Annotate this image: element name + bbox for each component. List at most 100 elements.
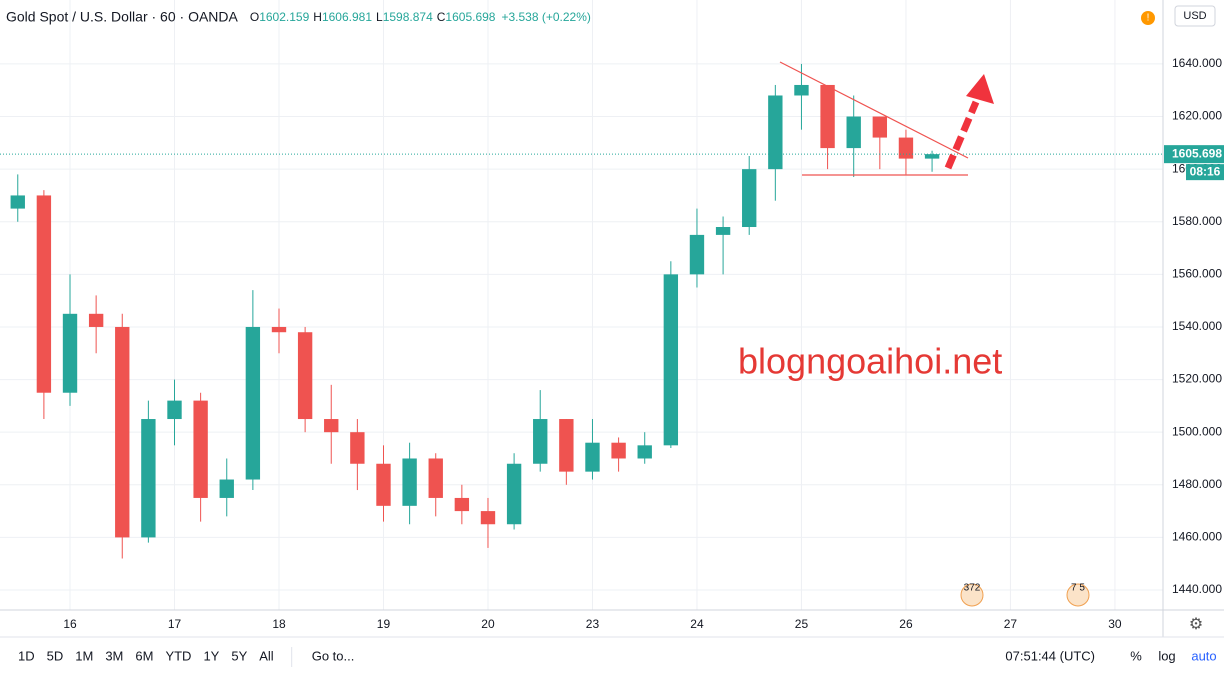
range-button[interactable]: 6M xyxy=(135,648,153,663)
candle-body xyxy=(846,116,861,149)
ohlc-key: H xyxy=(313,10,322,24)
alert-mark: ! xyxy=(1147,13,1150,24)
watermark: blogngoaihoi.net xyxy=(738,341,1002,382)
candle-body xyxy=(663,274,679,446)
y-tick-label: 1560.000 xyxy=(1172,267,1222,281)
arrow-head xyxy=(966,74,994,104)
candle-body xyxy=(480,511,496,525)
y-tick-label: 1500.000 xyxy=(1172,424,1222,438)
last-price-box xyxy=(1164,145,1224,164)
candle-body xyxy=(898,137,914,159)
range-button[interactable]: 1D xyxy=(18,648,35,663)
y-tick-label: 1480.000 xyxy=(1172,477,1222,491)
scale-toggle[interactable]: auto xyxy=(1191,648,1216,663)
x-tick-label: 23 xyxy=(586,617,600,631)
y-tick-label: 1580.000 xyxy=(1172,214,1222,228)
candle-body xyxy=(88,313,104,327)
arrow-shaft xyxy=(944,100,980,170)
x-tick-label: 27 xyxy=(1004,617,1018,631)
ohlc-value: 1598.874 xyxy=(383,10,433,24)
range-button[interactable]: 5D xyxy=(47,648,64,663)
y-tick-label: 1460.000 xyxy=(1172,530,1222,544)
candle-body xyxy=(533,419,548,464)
x-tick-label: 25 xyxy=(795,617,809,631)
candle-body xyxy=(115,326,130,538)
candle-body xyxy=(820,84,835,149)
ohlc-key: C xyxy=(437,10,446,24)
candle-body xyxy=(167,400,182,420)
last-price-label: 1605.698 xyxy=(1172,146,1222,160)
x-tick-label: 16 xyxy=(63,617,77,631)
settings-icon[interactable]: ⚙ xyxy=(1189,616,1203,633)
candle-body xyxy=(324,419,339,433)
clock[interactable]: 07:51:44 (UTC) xyxy=(1005,648,1095,663)
change: +3.538 (+0.22%) xyxy=(501,10,590,24)
candle-body xyxy=(271,326,287,333)
candle-body xyxy=(768,95,783,170)
scale-toggle[interactable]: log xyxy=(1158,648,1175,663)
candle-body xyxy=(141,419,156,538)
candle-body xyxy=(402,458,417,506)
ohlc-value: 1606.981 xyxy=(322,10,372,24)
event-icon[interactable] xyxy=(960,583,984,607)
x-tick-label: 26 xyxy=(899,617,913,631)
candle-body xyxy=(219,479,234,498)
candle-body xyxy=(297,332,313,420)
range-button[interactable]: YTD xyxy=(165,648,191,663)
range-button[interactable]: 1Y xyxy=(203,648,219,663)
currency-box[interactable] xyxy=(1174,5,1216,27)
ohlc-key: L xyxy=(376,10,383,24)
candle-body xyxy=(506,463,522,525)
candle-body xyxy=(454,497,470,512)
ohlc-key: O xyxy=(250,10,259,24)
candle-body xyxy=(637,445,652,459)
candle-body xyxy=(62,313,78,393)
goto-button[interactable]: Go to... xyxy=(312,648,355,663)
y-tick-label: 1540.000 xyxy=(1172,319,1222,333)
range-button[interactable]: All xyxy=(259,648,274,663)
range-button[interactable]: 1M xyxy=(75,648,93,663)
ohlc-value: 1605.698 xyxy=(445,10,495,24)
scale-toggle[interactable]: % xyxy=(1130,648,1142,663)
candle-body xyxy=(924,154,940,159)
x-tick-label: 20 xyxy=(481,617,495,631)
x-tick-label: 19 xyxy=(377,617,391,631)
candle-body xyxy=(611,442,626,459)
x-tick-label: 30 xyxy=(1108,617,1122,631)
y-tick-label: 1520.000 xyxy=(1172,372,1222,386)
candle-body xyxy=(715,227,731,235)
symbol-title: Gold Spot / U.S. Dollar · 60 · OANDA xyxy=(6,9,239,25)
x-tick-label: 18 xyxy=(272,617,286,631)
event-icon[interactable] xyxy=(1066,583,1090,607)
candle-body xyxy=(350,432,365,464)
trend-line[interactable] xyxy=(779,61,969,159)
candle-body xyxy=(36,195,52,393)
candle-body xyxy=(872,116,888,138)
ohlc-value: 1602.159 xyxy=(259,10,309,24)
event-label: 372 xyxy=(964,583,981,594)
range-button[interactable]: 5Y xyxy=(231,648,247,663)
x-tick-label: 17 xyxy=(168,617,182,631)
candle-body xyxy=(559,419,574,472)
candle-body xyxy=(193,400,208,498)
price-axis xyxy=(1163,0,1224,637)
y-tick-label: 1440.000 xyxy=(1172,582,1222,596)
range-button[interactable]: 3M xyxy=(105,648,123,663)
countdown: 08:16 xyxy=(1190,164,1221,178)
candle-body xyxy=(794,84,809,96)
candle-body xyxy=(689,234,705,275)
alert-icon[interactable] xyxy=(1141,11,1155,25)
y-tick-label: 1620.000 xyxy=(1172,109,1222,123)
countdown-box xyxy=(1186,164,1224,181)
y-tick-label: 1640.000 xyxy=(1172,56,1222,70)
x-tick-label: 24 xyxy=(690,617,704,631)
currency: USD xyxy=(1183,10,1206,22)
candle-body xyxy=(376,463,391,506)
candle-body xyxy=(742,169,757,228)
event-label: 7 5 xyxy=(1071,583,1085,594)
candle-body xyxy=(245,326,261,480)
candle-body xyxy=(585,442,600,472)
candle-body xyxy=(10,195,25,209)
candle-body xyxy=(428,458,443,498)
